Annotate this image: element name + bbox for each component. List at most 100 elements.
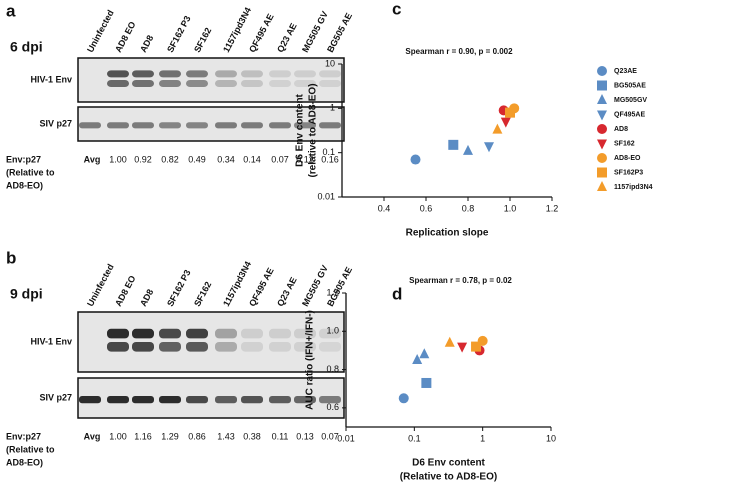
marker	[412, 354, 423, 364]
band	[186, 396, 208, 404]
y-tick-label: 0.8	[326, 364, 339, 374]
band	[186, 80, 208, 88]
timepoint: 9 dpi	[10, 286, 43, 302]
y-axis-label: (relative to AD8-EO)	[308, 83, 319, 177]
avg-value: 1.16	[134, 431, 152, 441]
band	[107, 328, 129, 339]
legend-label: BG505AE	[614, 82, 646, 89]
marker	[597, 153, 607, 163]
y-tick-label: 1.2	[326, 287, 339, 297]
band	[319, 342, 341, 352]
band	[319, 396, 341, 404]
lane-label: Q23 AE	[275, 21, 299, 54]
marker	[492, 123, 503, 134]
band	[107, 122, 129, 129]
timepoint: 6 dpi	[10, 39, 43, 55]
band	[159, 80, 181, 88]
x-axis-label: D6 Env content	[412, 458, 485, 469]
y-axis-label: D6 Env content	[295, 93, 306, 166]
row-label: SIV p27	[39, 118, 72, 128]
band	[294, 70, 316, 78]
legend-label: QF495AE	[614, 111, 645, 118]
band	[269, 122, 291, 129]
legend-label: MG505GV	[614, 97, 647, 104]
band	[132, 328, 154, 339]
band	[186, 70, 208, 78]
lane-label: AD8 EO	[113, 274, 138, 308]
band	[107, 396, 129, 404]
marker	[500, 117, 511, 128]
y-tick-label: 10	[325, 58, 335, 68]
lane-label: Q23 AE	[275, 275, 299, 308]
avg-value: 1.00	[109, 154, 127, 164]
x-tick-label: 0.01	[337, 433, 355, 443]
band	[294, 328, 316, 339]
panel-label: b	[6, 248, 16, 267]
band	[241, 396, 263, 404]
ratio-label: (Relative to	[6, 444, 55, 454]
band	[107, 342, 129, 352]
legend-label: AD8-EO	[614, 155, 641, 162]
avg-value: 0.07	[321, 431, 339, 441]
band	[132, 396, 154, 404]
band	[159, 70, 181, 78]
band	[159, 328, 181, 339]
band	[215, 342, 237, 352]
panel-label: d	[392, 284, 402, 303]
band	[186, 328, 208, 339]
lane-label: Uninfected	[85, 8, 116, 54]
avg-value: 0.12	[296, 154, 314, 164]
x-tick-label: 0.6	[420, 203, 433, 213]
marker	[597, 181, 607, 191]
band	[132, 122, 154, 129]
x-tick-label: 10	[546, 433, 556, 443]
ratio-label: (Relative to	[6, 167, 55, 177]
band	[294, 80, 316, 88]
legend-label: SF162P3	[614, 169, 643, 176]
band	[215, 80, 237, 88]
panel-label: a	[6, 1, 16, 20]
marker	[463, 144, 473, 155]
band	[159, 122, 181, 129]
lane-label: BG505 AE	[325, 11, 354, 54]
x-tick-label: 1.0	[504, 203, 517, 213]
band	[269, 396, 291, 404]
panel-label: c	[392, 0, 401, 18]
band	[319, 328, 341, 339]
x-tick-label: 0.8	[462, 203, 475, 213]
avg-value: 0.49	[188, 154, 206, 164]
lane-label: SF162	[192, 26, 213, 54]
band	[269, 70, 291, 78]
avg-value: 0.13	[296, 431, 314, 441]
marker	[398, 393, 409, 404]
band	[107, 80, 129, 88]
y-tick-label: 1.0	[326, 326, 339, 336]
lane-label: QF495 AE	[247, 266, 276, 308]
band	[294, 396, 316, 404]
band	[241, 342, 263, 352]
band	[269, 328, 291, 339]
avg-label: Avg	[84, 431, 101, 441]
avg-value: 1.00	[109, 431, 127, 441]
band	[79, 396, 101, 404]
y-tick-label: 1	[330, 103, 335, 113]
band	[215, 328, 237, 339]
marker	[457, 342, 468, 353]
marker	[597, 66, 607, 76]
band	[319, 70, 341, 78]
x-tick-label: 1.2	[546, 203, 559, 213]
marker	[597, 124, 607, 134]
band	[319, 122, 341, 129]
band	[132, 80, 154, 88]
legend-label: AD8	[614, 126, 628, 133]
ratio-label: AD8-EO)	[6, 180, 43, 190]
avg-value: 0.16	[321, 154, 339, 164]
band	[132, 342, 154, 352]
lane-label: AD8	[138, 287, 155, 308]
row-label: HIV-1 Env	[30, 336, 72, 346]
avg-value: 0.34	[217, 154, 235, 164]
marker	[597, 110, 607, 121]
avg-value: 0.82	[161, 154, 179, 164]
avg-value: 0.38	[243, 431, 261, 441]
